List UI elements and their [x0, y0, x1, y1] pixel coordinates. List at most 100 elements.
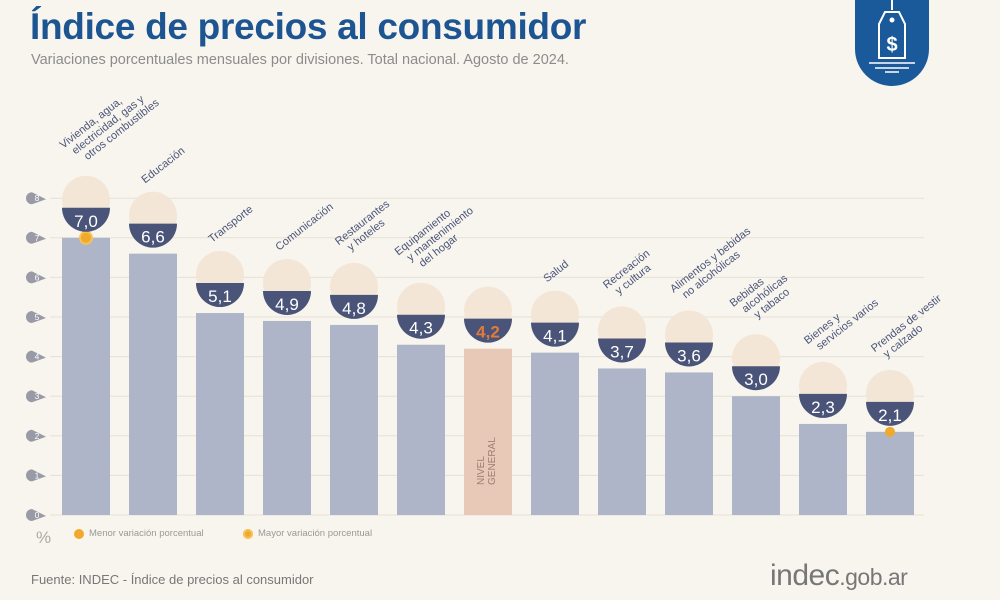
key-lightbulb-icon: 7,0 [62, 175, 110, 232]
value-label: 3,6 [677, 346, 701, 365]
value-label: 5,1 [208, 287, 232, 306]
bar [866, 431, 914, 515]
y-tick-marker [26, 390, 46, 403]
bar [665, 372, 713, 515]
page-subtitle: Variaciones porcentuales mensuales por d… [31, 52, 569, 68]
y-tick-marker [26, 231, 46, 244]
source-note: Fuente: INDEC - Índice de precios al con… [31, 572, 314, 587]
value-label: 3,7 [610, 342, 634, 361]
category-label-line: Educación [139, 145, 187, 186]
category-label-line: Transporte [206, 203, 255, 245]
bar [531, 352, 579, 515]
y-tick-label: 6 [35, 272, 40, 282]
category-label: Salud [541, 258, 571, 285]
y-tick-marker [26, 192, 46, 205]
category-label: Vivienda, agua,electricidad, gas yotros … [58, 78, 162, 171]
legend-min: Menor variación porcentual [74, 528, 204, 539]
y-tick: 1 [26, 469, 46, 482]
value-label: 4,1 [543, 327, 567, 346]
category-label: Restaurantesy hoteles [333, 198, 400, 257]
value-badge [464, 318, 512, 343]
bar [397, 344, 445, 515]
first-aid-icon: 4,1 [531, 290, 579, 347]
category-label-line: Comunicación [273, 201, 335, 253]
price-tag-dollar-icon: $ [855, 0, 929, 86]
value-badge [62, 207, 110, 232]
tshirt-shoe-icon: 2,1 [866, 369, 914, 426]
brand-main: indec [770, 559, 840, 592]
y-tick-label: 5 [35, 312, 40, 322]
bar [263, 320, 311, 515]
category-label-line: Salud [541, 258, 571, 285]
max-marker-icon [243, 528, 253, 539]
legend-min-label: Menor variación porcentual [89, 528, 204, 539]
category-label: Recreacióny cultura [601, 248, 660, 301]
bar-inside-label-line: GENERAL [487, 437, 498, 485]
value-badge [397, 314, 445, 339]
category-label: Transporte [206, 203, 255, 245]
legend-max: Mayor variación porcentual [243, 528, 372, 539]
y-tick-marker [26, 469, 46, 482]
bar [732, 396, 780, 515]
y-tick-marker [26, 429, 46, 442]
svg-text:$: $ [886, 34, 897, 56]
category-label: Comunicación [273, 201, 335, 253]
value-label: 7,0 [74, 212, 98, 231]
bar [799, 423, 847, 515]
notebook-pencil-icon: 6,6 [129, 191, 177, 248]
plate-cutlery-icon: 4,8 [330, 262, 378, 319]
value-label: 4,9 [275, 295, 299, 314]
max-marker [79, 230, 93, 245]
y-tick-marker [26, 350, 46, 363]
y-tick: 0 [26, 509, 46, 521]
value-badge [330, 294, 378, 319]
value-label: 4,2 [476, 323, 500, 342]
y-tick-label: 2 [35, 431, 40, 441]
legend-max-label: Mayor variación porcentual [258, 528, 373, 539]
value-label: 2,1 [878, 406, 902, 425]
value-badge [732, 366, 780, 391]
category-label: Equipamientoy mantenimientodel hogar [393, 195, 483, 277]
unit-label: % [36, 528, 52, 547]
food-chicken-icon: 3,6 [665, 310, 713, 367]
y-tick-label: 3 [35, 391, 40, 401]
umbrella-sun-icon: 3,7 [598, 306, 646, 363]
y-tick: 3 [26, 390, 46, 403]
bar [330, 324, 378, 515]
value-badge [598, 338, 646, 363]
bar [196, 313, 244, 515]
value-label: 4,3 [409, 319, 433, 338]
value-label: 6,6 [141, 228, 165, 247]
y-tick-label: 7 [35, 233, 40, 243]
y-tick-label: 8 [35, 193, 40, 203]
value-badge [196, 283, 244, 308]
washing-machine-icon: 4,3 [397, 282, 445, 339]
y-tick: 4 [26, 350, 46, 363]
car-sube-icon: 5,1 [196, 251, 244, 308]
bar [464, 348, 512, 515]
bar [62, 237, 110, 516]
y-tick-marker [26, 271, 46, 284]
wine-bottle-icon: 3,0 [732, 334, 780, 391]
value-badge [263, 290, 311, 315]
category-label: Bebidasalcohólicasy tabaco [728, 263, 798, 329]
y-tick: 8 [26, 192, 46, 205]
min-marker [885, 426, 895, 437]
y-tick-marker [26, 509, 46, 521]
bar-inside-label: NIVELGENERAL [476, 437, 498, 485]
y-tick: 5 [26, 311, 46, 323]
bar-inside-label-line: NIVEL [476, 456, 487, 485]
y-tick-label: 4 [35, 352, 40, 362]
shopping-bag-icon: 4,2 [464, 286, 512, 343]
value-badge [866, 401, 914, 426]
bar [598, 368, 646, 515]
y-tick-label: 1 [35, 470, 40, 480]
value-label: 4,8 [342, 299, 366, 318]
bar [129, 253, 177, 515]
y-tick: 7 [26, 231, 46, 244]
value-label: 3,0 [744, 370, 768, 389]
brand-suffix: .gob.ar [839, 564, 908, 590]
category-label-line: Alimentos y bebidas [668, 225, 753, 295]
smartphone-icon: 4,9 [263, 258, 311, 315]
